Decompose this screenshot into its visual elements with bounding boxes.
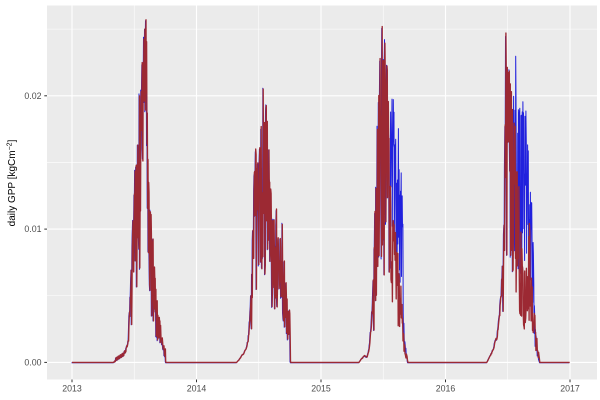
- svg-text:0.01: 0.01: [24, 224, 41, 234]
- svg-text:2016: 2016: [436, 384, 456, 394]
- svg-text:0.02: 0.02: [24, 91, 41, 101]
- svg-text:0.00: 0.00: [24, 358, 41, 368]
- svg-text:2015: 2015: [311, 384, 331, 394]
- svg-text:daily GPP [kgCm−2]: daily GPP [kgCm−2]: [7, 139, 19, 226]
- svg-text:2017: 2017: [560, 384, 580, 394]
- svg-text:2014: 2014: [187, 384, 207, 394]
- svg-text:2013: 2013: [62, 384, 82, 394]
